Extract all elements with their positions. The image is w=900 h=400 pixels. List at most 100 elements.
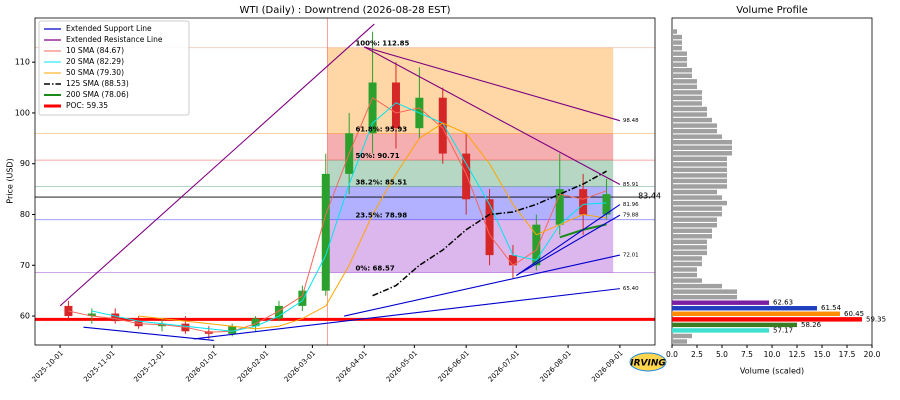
volume-bar <box>672 272 697 278</box>
trend-end-label: 65.40 <box>623 286 639 292</box>
volume-bar <box>672 101 702 106</box>
y-tick-label: 100 <box>15 108 30 117</box>
volume-bar <box>672 200 727 206</box>
candle-body <box>111 313 120 322</box>
volume-bar <box>672 95 702 101</box>
volume-bar <box>672 189 717 195</box>
volume-bar-label: 60.45 <box>844 310 864 318</box>
fib-label: 23.5%: 78.98 <box>355 212 407 220</box>
legend-label: 200 SMA (78.06) <box>66 90 129 99</box>
volume-bar <box>672 245 707 250</box>
resistance-line <box>364 46 621 122</box>
volume-bar <box>672 134 722 139</box>
volume-bar <box>672 217 717 222</box>
current-price-label: 83.44 <box>638 192 661 201</box>
y-tick-label: 110 <box>15 58 30 67</box>
resistance-line <box>59 23 375 307</box>
sma-line <box>68 96 607 333</box>
fib-label: 61.8%: 95.93 <box>355 126 407 134</box>
volume-bar <box>672 239 707 245</box>
logo: IRVING <box>630 359 666 369</box>
candle-body <box>508 255 517 266</box>
x-tick-label: 20.0 <box>864 350 881 359</box>
y-tick-label: 90 <box>20 159 30 168</box>
volume-bar <box>672 223 717 228</box>
volume-bar <box>672 106 707 112</box>
volume-bar <box>672 117 712 123</box>
candle-body <box>462 153 471 200</box>
x-tick-label: 5.0 <box>716 350 728 359</box>
trend-end-label: 85.91 <box>623 182 639 188</box>
volume-bar <box>672 162 727 167</box>
volume-bar <box>672 40 682 45</box>
chart-title: WTI (Daily) : Downtrend (2026-08-28 EST) <box>240 5 451 16</box>
volume-bar <box>672 51 687 56</box>
volume-bar <box>672 234 712 239</box>
trend-end-label: 98.48 <box>623 118 639 124</box>
candle-body <box>555 189 564 225</box>
volume-bar <box>672 84 697 90</box>
fib-label: 0%: 68.57 <box>355 265 394 273</box>
candle-body <box>485 199 494 256</box>
legend-label: POC: 59.35 <box>66 101 108 110</box>
volume-bar <box>672 328 769 333</box>
candle-body <box>274 305 283 319</box>
candle-body <box>298 290 307 306</box>
x-tick-label: 2.5 <box>691 350 703 359</box>
x-axis-label: Volume (scaled) <box>740 367 804 376</box>
volume-bar <box>672 62 687 67</box>
volume-bar <box>672 300 769 305</box>
legend-box <box>38 20 190 116</box>
volume-bar <box>672 228 712 233</box>
volume-bar <box>672 317 862 322</box>
chart-title: Volume Profile <box>736 5 807 16</box>
legend-label: 125 SMA (88.53) <box>66 79 129 88</box>
volume-bar <box>672 145 732 150</box>
trend-end-label: 79.88 <box>623 213 639 219</box>
fib-label: 100%: 112.85 <box>355 40 409 48</box>
volume-bar <box>672 289 737 294</box>
legend-label: 50 SMA (79.30) <box>66 68 124 77</box>
volume-bar <box>672 112 707 117</box>
volume-bar-label: 58.26 <box>801 321 822 329</box>
legend-label: Extended Resistance Line <box>66 35 163 44</box>
x-tick-label: 7.5 <box>741 350 753 359</box>
candle-body <box>368 82 377 134</box>
candle-body <box>251 318 260 327</box>
x-tick-label: 17.5 <box>839 350 856 359</box>
legend-label: 10 SMA (84.67) <box>66 46 124 55</box>
logo-badge <box>629 352 667 372</box>
volume-bar <box>672 283 722 289</box>
volume-bar <box>672 73 692 78</box>
x-tick-label: 10.0 <box>764 350 781 359</box>
candle-body <box>391 82 400 129</box>
resistance-line <box>363 46 621 185</box>
volume-bar-label: 62.63 <box>773 299 793 307</box>
volume-bar-label: 61.54 <box>821 304 842 312</box>
sma-line <box>91 102 607 332</box>
x-tick-label: 15.0 <box>814 350 831 359</box>
volume-bar <box>672 267 697 272</box>
candle-body <box>532 224 541 266</box>
support-line <box>193 288 620 340</box>
candle-body <box>64 305 73 317</box>
volume-bar <box>672 45 682 51</box>
candle-body <box>602 194 611 215</box>
volume-bar <box>672 90 702 95</box>
support-line <box>516 214 621 276</box>
volume-bar <box>672 156 727 162</box>
volume-bar <box>672 151 732 156</box>
volume-bar <box>672 322 797 328</box>
volume-bar <box>672 167 727 173</box>
volume-bar <box>672 178 727 184</box>
volume-bar <box>672 29 677 34</box>
volume-bar-label: 59.35 <box>866 315 886 323</box>
y-tick-label: 80 <box>20 210 30 219</box>
y-tick-label: 70 <box>20 261 30 270</box>
volume-bar <box>672 139 732 145</box>
sma-line <box>138 122 607 330</box>
support-line <box>344 254 621 317</box>
x-tick-label: 12.5 <box>789 350 806 359</box>
sma-line <box>372 170 607 297</box>
support-line <box>83 326 214 341</box>
